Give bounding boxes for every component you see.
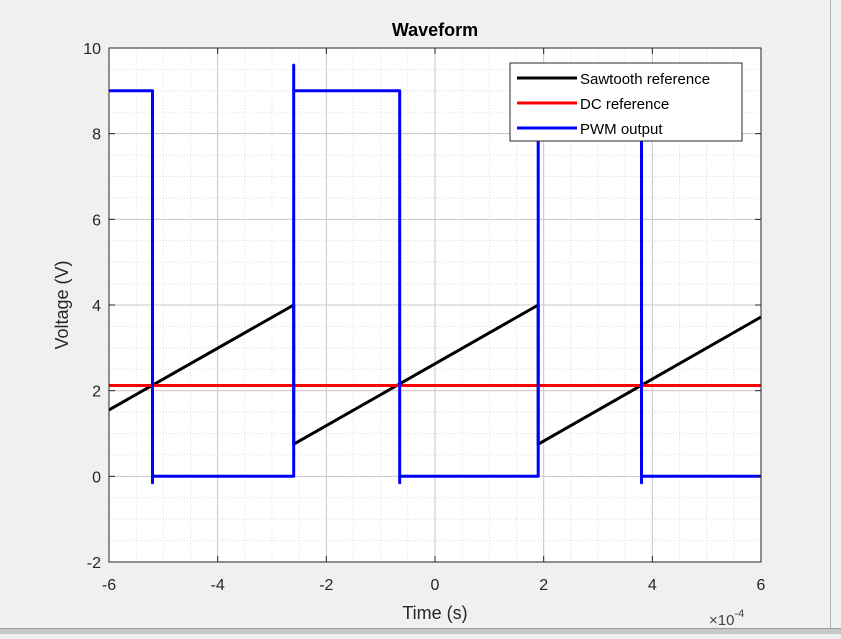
y-tick-label: 4 — [92, 298, 101, 315]
x-tick-label: 2 — [539, 577, 548, 594]
y-tick-label: 8 — [92, 127, 101, 144]
tick-labels: -6 -4 -2 0 2 4 6 -2 0 2 4 6 8 10 — [83, 41, 765, 594]
window-edge-right — [830, 0, 831, 634]
legend-label-sawtooth: Sawtooth reference — [580, 71, 710, 88]
y-tick-label: 2 — [92, 384, 101, 401]
legend-label-dc: DC reference — [580, 96, 669, 113]
x-tick-label: 0 — [431, 577, 440, 594]
window-edge-bottom — [0, 628, 841, 634]
x-exponent-label: ×10-4 — [709, 608, 744, 629]
x-tick-label: 6 — [757, 577, 766, 594]
x-tick-label: -6 — [102, 577, 116, 594]
y-tick-label: -2 — [87, 555, 101, 572]
legend-label-pwm: PWM output — [580, 121, 663, 138]
y-axis-label: Voltage (V) — [52, 260, 72, 349]
legend: Sawtooth reference DC reference PWM outp… — [509, 62, 743, 142]
x-tick-label: -2 — [319, 577, 333, 594]
x-axis-label: Time (s) — [402, 603, 467, 623]
x-tick-label: 4 — [648, 577, 657, 594]
chart-title: Waveform — [392, 20, 478, 40]
y-tick-label: 6 — [92, 212, 101, 229]
y-tick-label: 0 — [92, 469, 101, 486]
axis-ticks — [108, 47, 762, 563]
series-line-sawtooth-reference — [108, 303, 762, 446]
x-tick-label: -4 — [211, 577, 225, 594]
series-line-pwm-output — [109, 63, 761, 485]
series-layer — [108, 63, 762, 485]
y-tick-label: 10 — [83, 41, 101, 58]
